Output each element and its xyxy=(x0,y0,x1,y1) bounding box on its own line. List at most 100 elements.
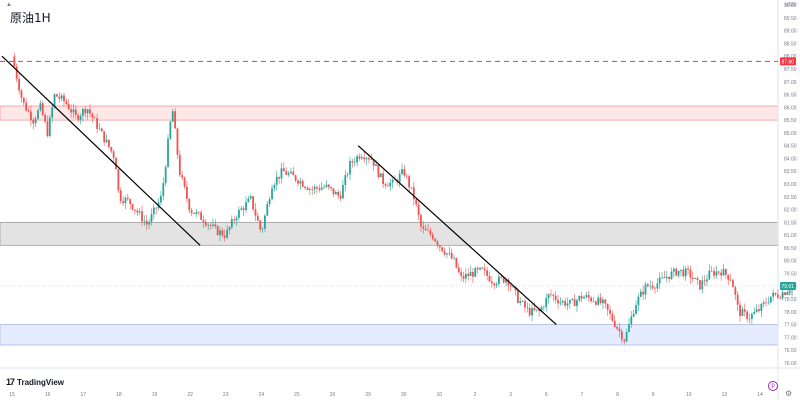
candle xyxy=(323,184,325,190)
resistance-zone xyxy=(0,105,779,121)
candle xyxy=(391,177,394,189)
candle xyxy=(32,117,35,130)
y-tick-label: 86.50 xyxy=(784,93,797,99)
candle xyxy=(346,172,349,178)
candle-body xyxy=(620,331,623,340)
current-price-badge-bg xyxy=(780,281,796,290)
y-tick-label: 76.00 xyxy=(784,361,797,367)
candle-body xyxy=(143,221,146,222)
candle xyxy=(271,184,273,200)
candle-body xyxy=(65,101,68,105)
candle-body xyxy=(460,272,463,276)
candle xyxy=(63,92,65,107)
indicator-icon[interactable]: p xyxy=(768,381,778,391)
candle xyxy=(197,211,200,215)
candle-body xyxy=(32,120,35,124)
candle-body xyxy=(441,247,444,252)
candle-body xyxy=(37,110,39,119)
candle xyxy=(493,282,496,290)
candle xyxy=(261,227,264,233)
candle-body xyxy=(379,173,382,178)
candle-body xyxy=(576,300,578,307)
candle xyxy=(606,303,609,316)
candle-body xyxy=(408,176,411,188)
candle-body xyxy=(282,168,285,172)
candle-body xyxy=(100,128,103,132)
candle-body xyxy=(299,181,302,184)
candle-body xyxy=(98,128,101,130)
candle-body xyxy=(739,304,741,316)
chevron-up-icon[interactable]: ▲ xyxy=(6,2,12,8)
candle-body xyxy=(391,179,394,183)
candle xyxy=(313,184,316,195)
candle-body xyxy=(784,292,786,295)
candle-body xyxy=(245,202,247,211)
candle xyxy=(304,185,307,191)
y-tick-label: 89.50 xyxy=(784,16,797,22)
candle-body xyxy=(727,274,730,280)
candle-body xyxy=(438,245,441,248)
candle-body xyxy=(316,186,318,189)
trendline-1 xyxy=(1,55,201,246)
candle xyxy=(134,209,136,215)
candle xyxy=(599,292,602,305)
candle-body xyxy=(401,169,403,174)
candle xyxy=(722,264,725,276)
x-axis[interactable]: 15 16 17 18 19 22 23 24 25 26 29 30 10 2 3 6 7 8 9 10 13 14 xyxy=(9,392,763,398)
candle-body xyxy=(370,159,373,160)
candle xyxy=(100,127,103,132)
candle-body xyxy=(580,296,583,299)
candle-body xyxy=(117,169,120,191)
candle-body xyxy=(599,297,602,304)
candle xyxy=(219,226,221,242)
candle xyxy=(630,311,633,329)
candle xyxy=(228,226,231,235)
candle xyxy=(148,219,151,229)
candle xyxy=(427,223,429,232)
x-tick-label: 13 xyxy=(722,392,728,398)
candle-body xyxy=(145,221,148,225)
candle xyxy=(410,187,413,190)
candle xyxy=(474,266,477,278)
candle xyxy=(486,266,489,281)
candle xyxy=(334,189,337,195)
candle xyxy=(472,267,474,283)
candle-body xyxy=(190,210,193,213)
candle xyxy=(431,232,434,241)
candle xyxy=(41,101,44,116)
candle xyxy=(15,63,18,83)
tradingview-logo[interactable]: 17 TradingView xyxy=(6,377,64,387)
candle xyxy=(483,263,486,276)
candle xyxy=(769,296,772,304)
candle xyxy=(186,181,188,203)
candle xyxy=(77,112,80,123)
candle-body xyxy=(767,302,770,304)
candle xyxy=(644,281,647,300)
x-tick-label: 3 xyxy=(509,392,512,398)
candle-body xyxy=(238,209,240,218)
candle xyxy=(238,206,240,222)
candle-body xyxy=(628,324,630,332)
candle-body xyxy=(649,285,652,287)
candle xyxy=(552,293,555,302)
candle-body xyxy=(710,270,713,272)
candle-body xyxy=(758,309,760,312)
dashed-level-badge: 87.80 xyxy=(782,59,795,65)
candle-body xyxy=(204,222,207,226)
y-axis[interactable]: 90.00 89.50 89.00 88.50 88.00 87.50 87.00 86.50… xyxy=(780,3,797,367)
candle xyxy=(214,219,217,229)
candle-body xyxy=(554,295,557,300)
candle-body xyxy=(60,95,63,99)
candle xyxy=(141,205,143,226)
candle xyxy=(592,297,595,303)
candle xyxy=(301,178,304,188)
candle xyxy=(675,267,678,277)
candle xyxy=(701,275,704,294)
gear-icon[interactable]: ⚙ xyxy=(785,389,793,398)
candle xyxy=(96,113,98,134)
candle-body xyxy=(108,139,110,148)
candle xyxy=(249,193,252,201)
candle-body xyxy=(13,56,16,67)
candle-body xyxy=(249,196,252,199)
